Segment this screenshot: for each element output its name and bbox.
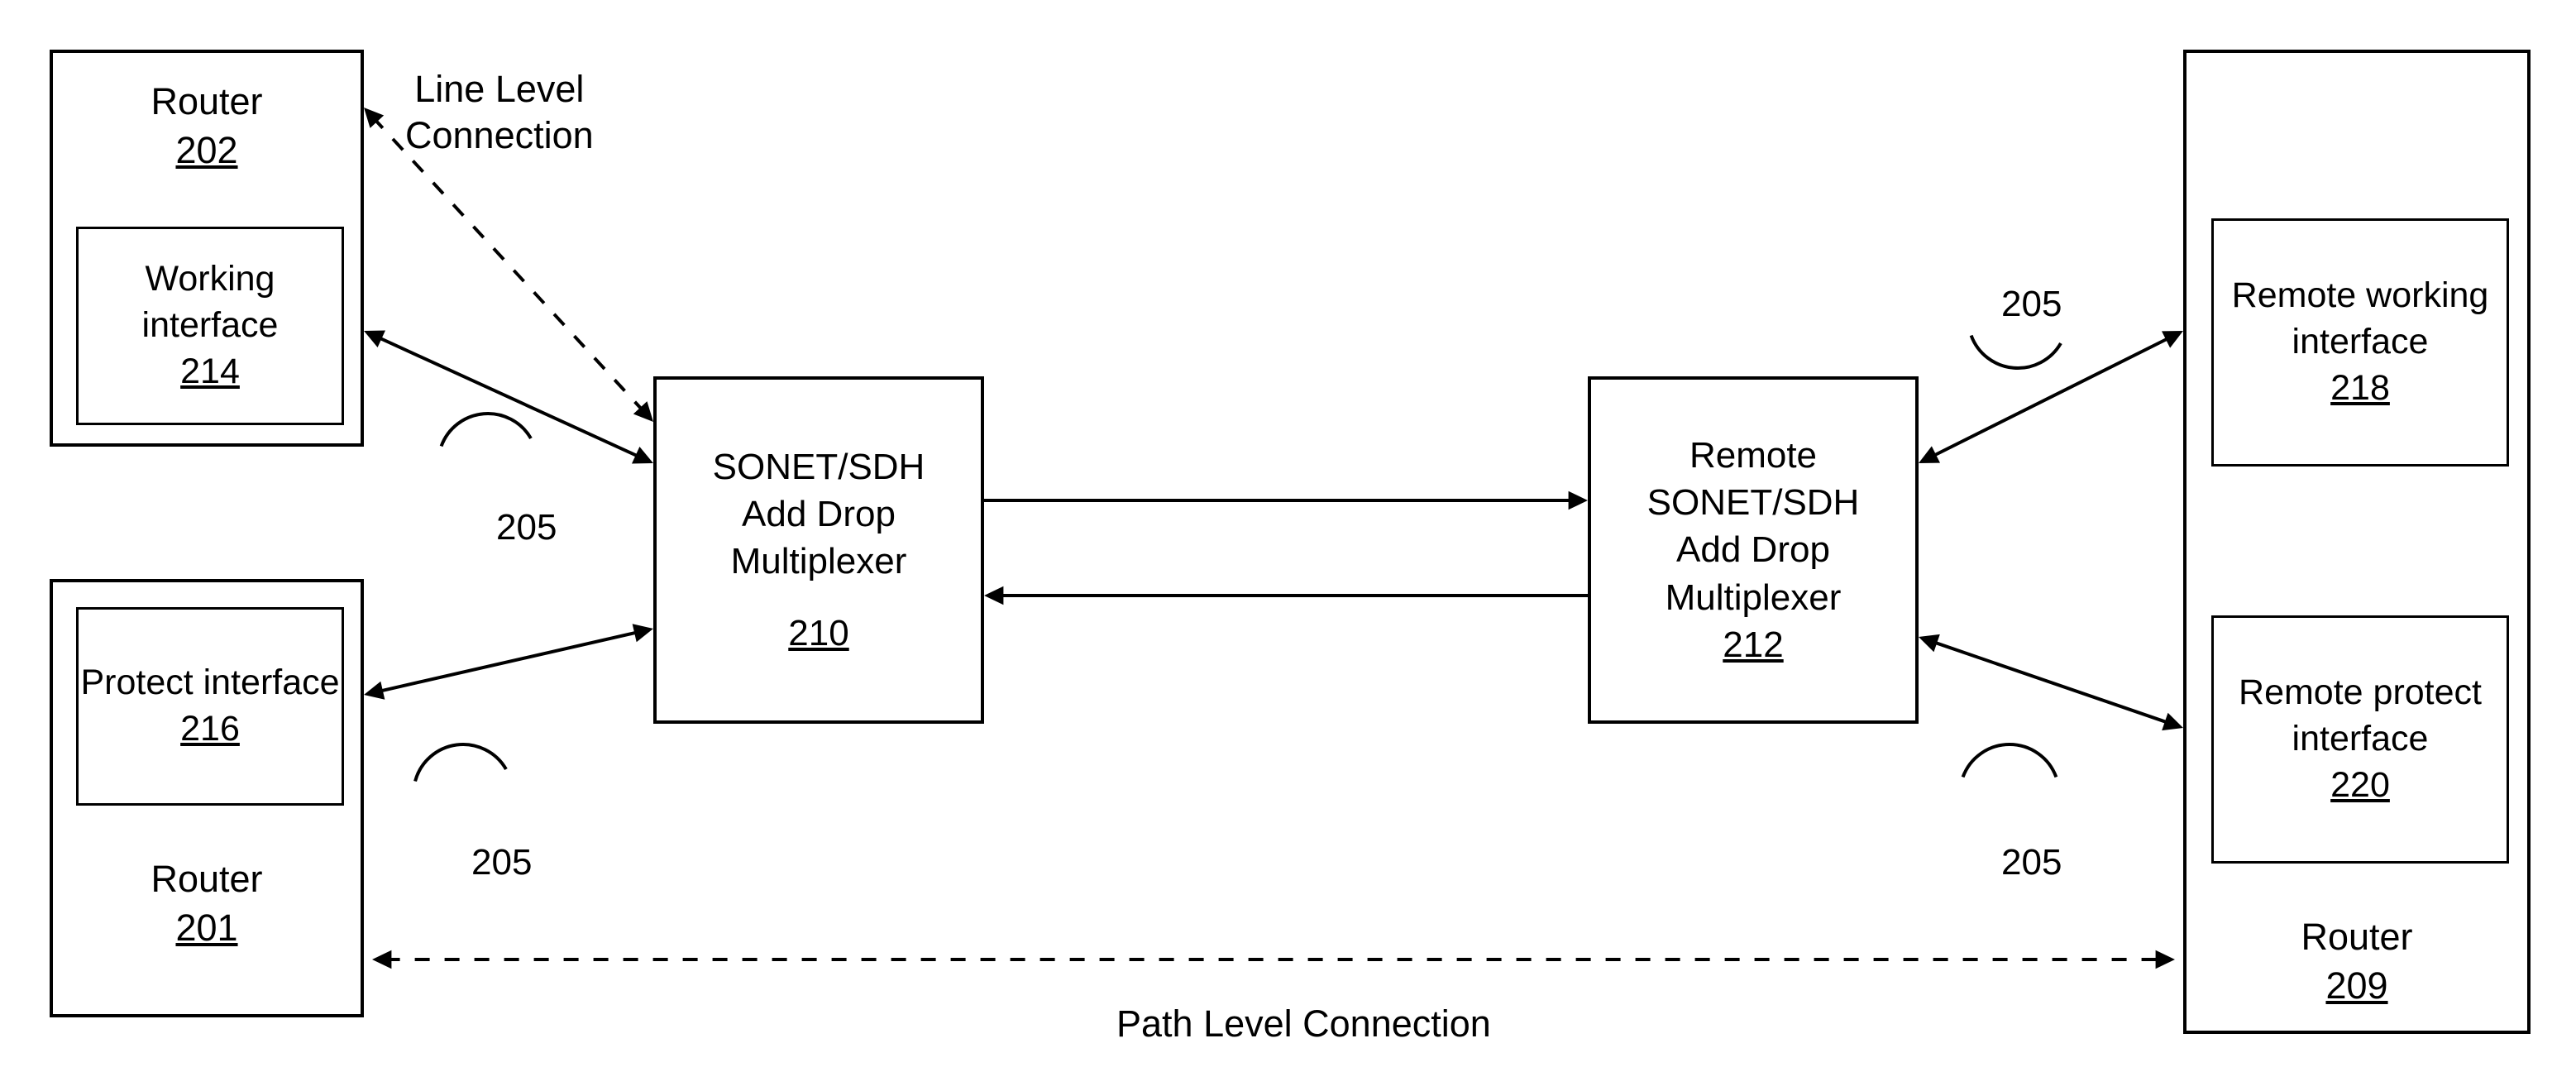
adm-210: SONET/SDH Add Drop Multiplexer 210 [653,376,984,724]
router-209-ref: 209 [2186,962,2527,1011]
adm-210-l1: SONET/SDH [713,443,925,490]
rpi-220-title: Remote protect interface [2214,670,2507,763]
remote-working-interface-218: Remote working interface 218 [2211,218,2509,467]
label-205-3: 205 [2001,281,2062,327]
router-201-title: Router [53,855,361,904]
router-202-title: Router [151,78,262,127]
adm-212: Remote SONET/SDH Add Drop Multiplexer 21… [1588,376,1919,724]
router-201: Protect interface 216 Router 201 [50,579,364,1017]
remote-protect-interface-220: Remote protect interface 220 [2211,615,2509,864]
line-level-label: Line Level Connection [405,66,594,160]
working-interface-214: Working interface 214 [76,227,344,425]
wi-214-title: Working interface [79,256,342,349]
wi-214-ref: 214 [180,349,240,395]
label-205-2: 205 [471,840,532,885]
router-201-ref: 201 [53,904,361,953]
pi-216-title: Protect interface [80,660,339,706]
adm-212-l4: Multiplexer [1666,574,1842,621]
router-202: Router 202 Working interface 214 [50,50,364,447]
router-209: Remote working interface 218 Remote prot… [2183,50,2531,1034]
adm-210-ref: 210 [788,610,848,657]
adm-212-ref: 212 [1723,621,1783,668]
adm-210-l3: Multiplexer [731,538,907,585]
path-level-label: Path Level Connection [1116,1001,1491,1047]
adm-212-l1: Remote [1689,432,1817,479]
rwi-218-title: Remote working interface [2214,273,2507,366]
label-205-4: 205 [2001,840,2062,885]
pi-216-ref: 216 [180,706,240,753]
label-205-1: 205 [496,505,557,550]
rpi-220-ref: 220 [2330,763,2390,809]
adm-210-l2: Add Drop [742,490,896,538]
router-202-ref: 202 [175,127,237,175]
router-209-title: Router [2186,913,2527,962]
adm-212-l2: SONET/SDH [1647,479,1860,526]
protect-interface-216: Protect interface 216 [76,607,344,806]
adm-212-l3: Add Drop [1676,526,1830,573]
rwi-218-ref: 218 [2330,366,2390,412]
